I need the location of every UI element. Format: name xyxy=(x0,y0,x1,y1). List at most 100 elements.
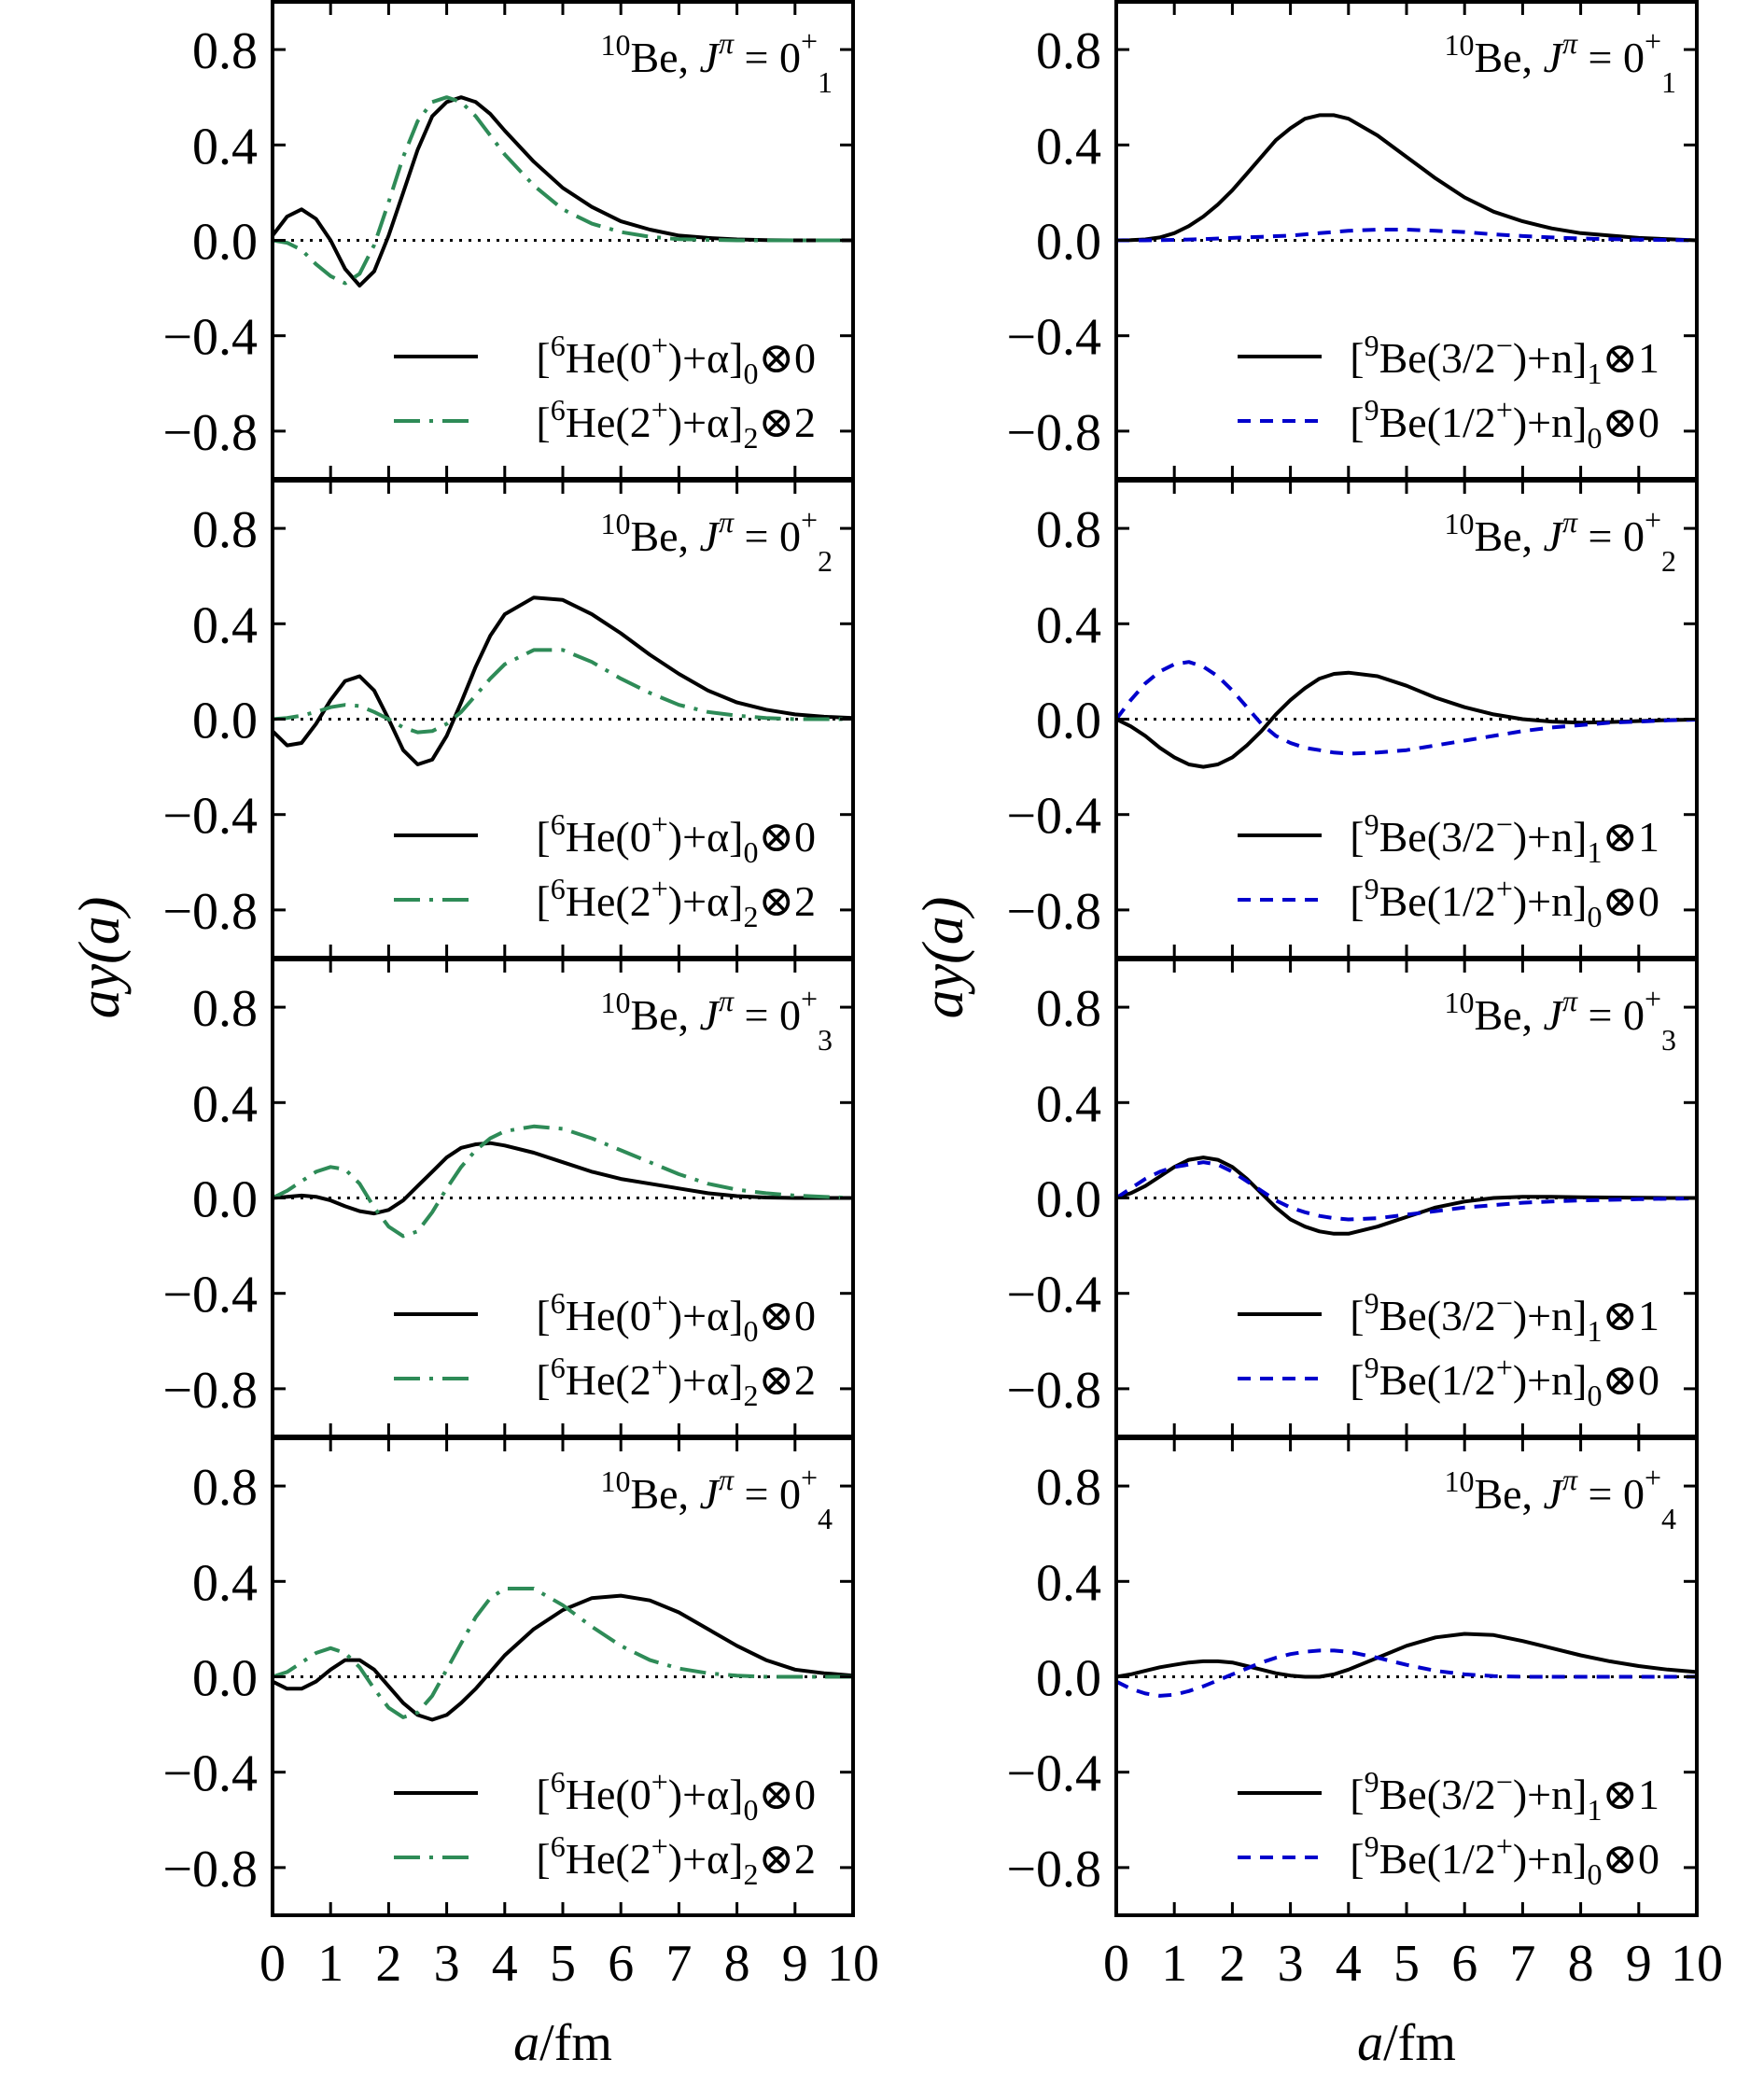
legend-tail: ⊗2 xyxy=(758,1835,816,1883)
legend-base: Be(1/2 xyxy=(1379,877,1496,925)
label-j: J xyxy=(1544,34,1565,81)
x-axis-label-var: a xyxy=(1357,2014,1383,2072)
legend-entry-2: [6He(2+)+α]2⊗2 xyxy=(536,1351,816,1412)
legend-sup1: 6 xyxy=(551,807,566,841)
series-line-1 xyxy=(1116,1632,1697,1679)
series-line-2 xyxy=(273,1124,853,1239)
y-tick-label: 0.4 xyxy=(1036,1075,1101,1133)
legend-sup2: + xyxy=(651,329,668,362)
y-tick-label: 0.8 xyxy=(192,980,258,1038)
label-pi: π xyxy=(719,26,735,60)
legend-sup2: + xyxy=(1496,393,1513,427)
y-tick-label: −0.4 xyxy=(162,1267,258,1324)
label-sub: 3 xyxy=(1661,1023,1676,1057)
legend-entry-2: [9Be(1/2+)+n]0⊗0 xyxy=(1350,1351,1659,1412)
legend-sup1: 9 xyxy=(1365,872,1379,905)
y-tick-label: −0.4 xyxy=(1006,1267,1101,1324)
x-tick-label: 3 xyxy=(1278,1935,1304,1993)
legend-base: Be(3/2 xyxy=(1379,1292,1496,1339)
legend-tail: ⊗0 xyxy=(758,334,816,382)
y-tick-label: −0.8 xyxy=(1006,883,1101,941)
label-j: J xyxy=(700,1470,721,1518)
y-tick-label: −0.4 xyxy=(162,1745,258,1803)
legend-entry-2: [9Be(1/2+)+n]0⊗0 xyxy=(1350,872,1659,933)
y-tick-label: 0.0 xyxy=(192,1171,258,1229)
y-tick-label: 0.4 xyxy=(1036,118,1101,175)
legend-sub: 0 xyxy=(743,835,758,869)
legend-post: )+α] xyxy=(668,1835,744,1883)
legend-post: )+α] xyxy=(668,877,744,925)
legend-pre: [ xyxy=(536,1356,550,1404)
label-sub: 4 xyxy=(1661,1502,1676,1535)
label-main: Be, xyxy=(630,991,699,1039)
y-tick-label: −0.4 xyxy=(1006,309,1101,367)
panel-label: 10Be, Jπ = 0+3 xyxy=(600,982,833,1057)
legend-sup1: 9 xyxy=(1365,807,1379,841)
label-eq: = 0 xyxy=(1577,34,1645,81)
panel-label: 10Be, Jπ = 0+2 xyxy=(1444,503,1676,578)
x-tick-label: 5 xyxy=(1393,1935,1420,1993)
label-plus: + xyxy=(801,503,818,537)
legend-post: )+n] xyxy=(1513,334,1588,382)
legend-tail: ⊗0 xyxy=(1602,1356,1659,1404)
label-main: Be, xyxy=(1474,991,1543,1039)
y-tick-label: 0.4 xyxy=(192,596,258,654)
legend-sup2: + xyxy=(651,1829,668,1863)
legend-post: )+α] xyxy=(668,399,744,446)
legend-sup2: − xyxy=(1496,1765,1513,1799)
x-axis-label: a/fm xyxy=(1357,2014,1456,2072)
series-line-2 xyxy=(1116,228,1697,243)
label-sub: 1 xyxy=(818,65,833,99)
y-tick-label: −0.8 xyxy=(162,1841,258,1898)
x-axis-label-var: a xyxy=(513,2014,539,2072)
label-pi: π xyxy=(1562,1463,1578,1496)
x-tick-label: 8 xyxy=(1568,1935,1594,1993)
y-tick-label: −0.8 xyxy=(1006,1841,1101,1898)
series-line-1 xyxy=(273,1141,853,1216)
legend-base: He(2 xyxy=(566,1835,651,1883)
label-main: Be, xyxy=(630,512,699,560)
series-line-1 xyxy=(273,1593,853,1722)
legend-entry-1: [6He(0+)+α]0⊗0 xyxy=(536,1286,816,1348)
y-tick-label: 0.4 xyxy=(192,1554,258,1612)
label-sup: 10 xyxy=(600,1464,630,1498)
x-tick-label: 1 xyxy=(317,1935,343,1993)
series-line-2 xyxy=(1116,1160,1697,1222)
legend-sup2: + xyxy=(651,393,668,427)
x-tick-label: 0 xyxy=(259,1935,286,1993)
y-tick-label: 0.0 xyxy=(1036,1171,1101,1229)
legend-sub: 0 xyxy=(1587,1379,1602,1412)
panel-label: 10Be, Jπ = 0+3 xyxy=(1444,982,1676,1057)
legend-entry-2: [6He(2+)+α]2⊗2 xyxy=(536,872,816,933)
label-plus: + xyxy=(801,24,818,58)
label-j: J xyxy=(700,512,721,560)
x-axis-label-unit: /fm xyxy=(1383,2014,1456,2072)
label-sup: 10 xyxy=(600,507,630,540)
label-sub: 2 xyxy=(1661,544,1676,578)
y-tick-label: 0.4 xyxy=(192,118,258,175)
legend-pre: [ xyxy=(536,1771,550,1818)
legend-pre: [ xyxy=(1350,1771,1364,1818)
label-eq: = 0 xyxy=(734,512,801,560)
x-tick-label: 1 xyxy=(1161,1935,1187,1993)
panel-label: 10Be, Jπ = 0+2 xyxy=(600,503,833,578)
legend-tail: ⊗2 xyxy=(758,877,816,925)
y-tick-label: 0.8 xyxy=(192,22,258,80)
legend-sup2: + xyxy=(1496,872,1513,905)
legend-tail: ⊗2 xyxy=(758,1356,816,1404)
legend-sup2: + xyxy=(651,1286,668,1320)
series-line-2 xyxy=(1116,1648,1697,1698)
y-axis-label: ay(a) xyxy=(68,897,132,1019)
label-eq: = 0 xyxy=(734,991,801,1039)
legend-sup2: + xyxy=(651,807,668,841)
legend-sup2: + xyxy=(1496,1351,1513,1384)
y-tick-label: 0.8 xyxy=(1036,980,1101,1038)
y-tick-label: −0.4 xyxy=(162,788,258,846)
legend-post: )+α] xyxy=(668,1292,744,1339)
x-tick-label: 2 xyxy=(1219,1935,1245,1993)
